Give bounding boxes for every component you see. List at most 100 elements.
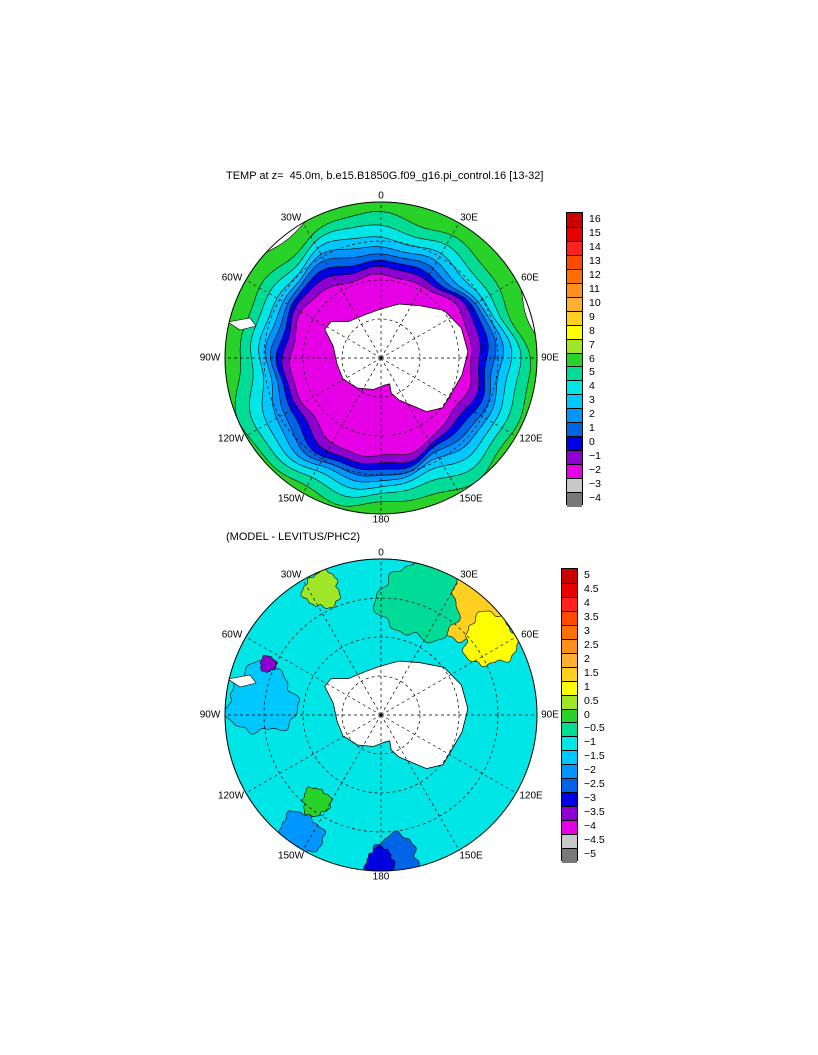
map2-lon-label-60e: 60E bbox=[521, 629, 539, 641]
map2-colorbar-swatch-4 bbox=[562, 624, 577, 640]
map2-meridian-2 bbox=[380, 636, 517, 716]
map2-colorbar-label-10: 0 bbox=[584, 708, 590, 721]
map1-colorbar-swatch-0 bbox=[567, 213, 582, 227]
map2-colorbar-label-0: 5 bbox=[584, 568, 590, 581]
map2-colorbar-swatch-13 bbox=[562, 750, 577, 766]
map2-lon-label-0: 0 bbox=[378, 547, 384, 559]
map1-colorbar-swatch-14 bbox=[567, 408, 582, 424]
map1-colorbar-label-3: 13 bbox=[589, 254, 601, 267]
map2-lon-label-90e: 90E bbox=[541, 709, 559, 721]
map1-lon-label-180: 180 bbox=[372, 514, 390, 526]
map2-colorbar-label-13: −1.5 bbox=[584, 750, 605, 763]
map1-lon-label-150e: 150E bbox=[459, 493, 483, 505]
map1-colorbar-label-10: 6 bbox=[589, 352, 595, 365]
map1-colorbar-label-20: −4 bbox=[589, 492, 601, 505]
map2-colorbar-label-19: −4.5 bbox=[584, 834, 605, 847]
map1-lon-label-90e: 90E bbox=[541, 352, 559, 364]
map2-colorbar-label-5: 2.5 bbox=[584, 638, 599, 651]
map2-anomaly-patch-8 bbox=[363, 845, 396, 871]
map1-lon-label-60w: 60W bbox=[221, 272, 243, 284]
map2-colorbar-swatch-15 bbox=[562, 778, 577, 794]
map1-colorbar-label-6: 10 bbox=[589, 296, 601, 309]
map1-colorbar-swatch-1 bbox=[567, 226, 582, 242]
map1-lon-label-30w: 30W bbox=[280, 212, 302, 224]
map2-colorbar-swatch-19 bbox=[562, 834, 577, 850]
map2-lon-label-180: 180 bbox=[372, 871, 390, 883]
map1-colorbar-label-11: 5 bbox=[589, 366, 595, 379]
map2-graticule bbox=[225, 559, 537, 871]
map2-lon-label-90w: 90W bbox=[199, 709, 221, 721]
map1-colorbar-swatch-3 bbox=[567, 254, 582, 270]
map2-colorbar-swatch-10 bbox=[562, 708, 577, 724]
map1-meridian-7 bbox=[302, 357, 382, 494]
map2-colorbar-boxes bbox=[561, 568, 578, 863]
map1-south-america-land bbox=[227, 317, 257, 331]
map2-colorbar: 5 4.5 4 3.5 3 2.5 2 1.5 1 0.5 0 −0.5 −1 −1.5 −2 −2.5 −3−… bbox=[561, 568, 611, 863]
map2-colorbar-swatch-0 bbox=[562, 569, 577, 583]
map2-colorbar-swatch-2 bbox=[562, 596, 577, 612]
map2-colorbar-swatch-14 bbox=[562, 764, 577, 780]
map2-colorbar-swatch-20 bbox=[562, 848, 577, 863]
map1-colorbar-label-5: 11 bbox=[589, 282, 600, 295]
map1-colorbar-swatch-5 bbox=[567, 282, 582, 298]
map1-colorbar-label-0: 16 bbox=[589, 212, 601, 225]
map2-lon-label-60w: 60W bbox=[221, 629, 243, 641]
map2-anomaly-patch-3 bbox=[301, 786, 333, 818]
map2-anomaly-patch-2 bbox=[300, 568, 341, 609]
map2-anomaly-patch-9 bbox=[259, 654, 278, 673]
map2-meridian-7 bbox=[302, 714, 382, 851]
map1-boundary bbox=[224, 201, 538, 515]
map2-colorbar-label-6: 2 bbox=[584, 652, 590, 665]
map2-colorbar-label-1: 4.5 bbox=[584, 582, 599, 595]
map2-lon-label-30w: 30W bbox=[280, 569, 302, 581]
map2-colorbar-label-17: −3.5 bbox=[584, 806, 605, 819]
map1-colorbar-label-8: 8 bbox=[589, 324, 595, 337]
map2-colorbar-label-12: −1 bbox=[584, 736, 596, 749]
map2-colorbar-swatch-5 bbox=[562, 638, 577, 654]
map1-colorbar-swatch-13 bbox=[567, 394, 582, 410]
map1-meridian-8 bbox=[245, 357, 382, 437]
map2-meridian-8 bbox=[245, 714, 382, 794]
map1-lon-label-0: 0 bbox=[378, 190, 384, 202]
map1-colorbar-swatch-10 bbox=[567, 352, 582, 368]
map2-lon-label-120e: 120E bbox=[519, 790, 543, 802]
map1-meridian-4 bbox=[380, 357, 517, 437]
map1-colorbar-swatch-4 bbox=[567, 268, 582, 284]
map2-colorbar-swatch-11 bbox=[562, 722, 577, 738]
map1-lon-label-60e: 60E bbox=[521, 272, 539, 284]
map2-lon-label-150e: 150E bbox=[459, 850, 483, 862]
map2-title: (MODEL - LEVITUS/PHC2) bbox=[226, 531, 361, 543]
map1-meridian-2 bbox=[380, 279, 517, 359]
map2-colorbar-label-7: 1.5 bbox=[584, 666, 599, 679]
map2-meridian-10 bbox=[245, 636, 382, 716]
map2-meridian-1 bbox=[380, 579, 460, 716]
map1-colorbar-swatch-7 bbox=[567, 310, 582, 326]
map2-colorbar-swatch-8 bbox=[562, 680, 577, 696]
map1-graticule bbox=[225, 202, 537, 514]
map2-colorbar-swatch-16 bbox=[562, 792, 577, 808]
map1-colorbar-swatch-9 bbox=[567, 338, 582, 354]
map1-colorbar-swatch-17 bbox=[567, 450, 582, 466]
map2-meridian-5 bbox=[380, 714, 460, 851]
map2-colorbar-label-14: −2 bbox=[584, 764, 596, 777]
map1-meridian-11 bbox=[302, 222, 382, 359]
map1-colorbar-label-2: 14 bbox=[589, 240, 601, 253]
map1-colorbar-label-13: 3 bbox=[589, 394, 595, 407]
map1-colorbar: 16 15 14 13 12 11 10 9 8 7 6 5 4 3 2 1 0 −1 −2 −3 −4 bbox=[566, 212, 616, 507]
map2-colorbar-swatch-1 bbox=[562, 582, 577, 598]
map1-colorbar-label-18: −2 bbox=[589, 464, 601, 477]
map1-colorbar-label-1: 15 bbox=[589, 226, 601, 239]
map2-colorbar-label-11: −0.5 bbox=[584, 722, 605, 735]
map2-colorbar-swatch-18 bbox=[562, 820, 577, 836]
map1-colorbar-swatch-18 bbox=[567, 464, 582, 480]
map1-colorbar-swatch-2 bbox=[567, 240, 582, 256]
map2-south-america-land bbox=[227, 674, 257, 688]
map1-lon-label-30e: 30E bbox=[460, 212, 478, 224]
map1-colorbar-label-19: −3 bbox=[589, 478, 601, 491]
map1-antarctica-land bbox=[324, 303, 469, 413]
map1-colorbar-swatch-15 bbox=[567, 422, 582, 438]
map1-colorbar-label-7: 9 bbox=[589, 310, 595, 323]
map1-colorbar-swatch-19 bbox=[567, 478, 582, 494]
